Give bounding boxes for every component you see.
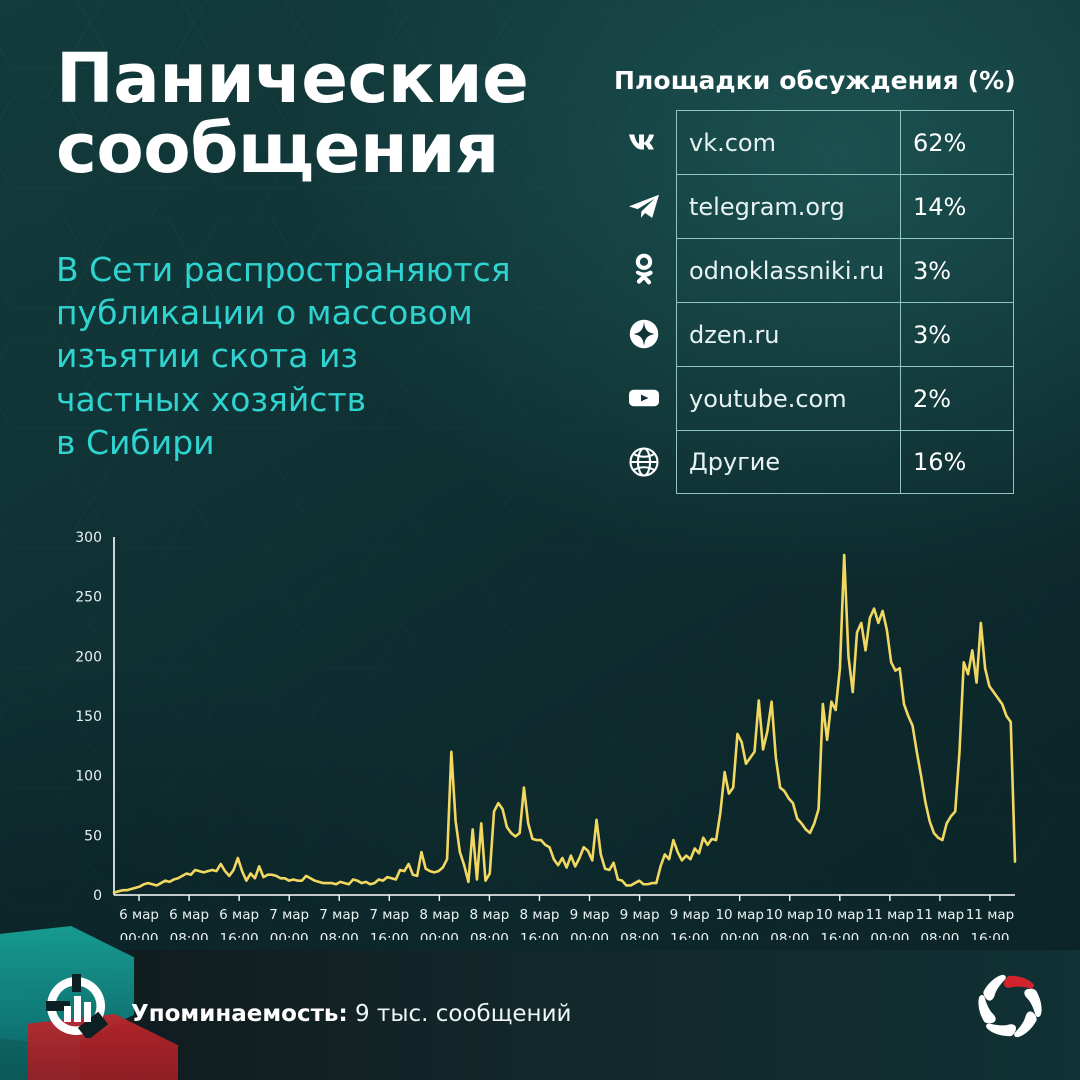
chart-axes	[113, 537, 1015, 896]
x-tick-day: 7 мар	[319, 907, 359, 923]
x-tick-day: 8 мар	[520, 907, 560, 923]
subtitle-line-5: в Сибири	[56, 422, 215, 462]
x-tick-day: 9 мар	[570, 907, 610, 923]
table-row: youtube.com 2%	[612, 366, 1014, 430]
x-axis-labels: 6 мар 00:00 6 мар 08:00 6 мар 16:00 7 мар 00:00…	[119, 907, 1014, 940]
subtitle-line-2: публикации о массовом	[56, 293, 473, 333]
title-line-1: Панические	[56, 39, 529, 119]
x-tick-time: 08:00	[470, 931, 509, 940]
y-tick-label: 150	[75, 709, 102, 725]
odnoklassniki-icon	[612, 238, 676, 302]
x-tick-time: 00:00	[270, 931, 309, 940]
x-tick-time: 00:00	[870, 931, 909, 940]
footer-label: Упоминаемость:	[131, 1001, 348, 1027]
title-line-2: сообщения	[56, 109, 499, 190]
subtitle-line-3: изъятии скота из	[56, 336, 358, 376]
platform-table-title: Площадки обсуждения (%)	[614, 66, 1016, 95]
platform-value: 16%	[901, 430, 1014, 494]
page-title: Панические сообщения	[56, 44, 616, 185]
footer-mentions: Упоминаемость: 9 тыс. сообщений	[131, 1001, 571, 1027]
x-tick-time: 00:00	[570, 931, 609, 940]
x-tick-time: 08:00	[920, 931, 959, 940]
x-tick-day: 7 мар	[269, 907, 309, 923]
dzen-icon	[612, 302, 676, 366]
table-row: telegram.org 14%	[612, 174, 1014, 238]
pinwheel-brand-icon	[978, 974, 1042, 1038]
platform-name: Другие	[676, 430, 901, 494]
x-tick-time: 00:00	[720, 931, 759, 940]
x-tick-day: 11 мар	[966, 907, 1015, 923]
platform-name: vk.com	[676, 110, 901, 174]
x-tick-time: 16:00	[520, 931, 559, 940]
x-tick-time: 16:00	[820, 931, 859, 940]
x-tick-day: 6 мар	[169, 907, 209, 923]
x-tick-time: 16:00	[220, 931, 259, 940]
x-tick-time: 00:00	[420, 931, 459, 940]
platform-value: 2%	[901, 366, 1014, 430]
x-tick-time: 00:00	[120, 931, 159, 940]
x-tick-time: 08:00	[770, 931, 809, 940]
platform-name: dzen.ru	[676, 302, 901, 366]
x-tick-day: 10 мар	[816, 907, 865, 923]
telegram-icon	[612, 174, 676, 238]
x-tick-time: 08:00	[320, 931, 359, 940]
x-tick-day: 10 мар	[766, 907, 815, 923]
x-tick-time: 16:00	[370, 931, 409, 940]
y-tick-label: 0	[93, 888, 102, 904]
platform-value: 3%	[901, 238, 1014, 302]
x-tick-day: 11 мар	[916, 907, 965, 923]
platform-value: 14%	[901, 174, 1014, 238]
platform-name: odnoklassniki.ru	[676, 238, 901, 302]
x-tick-day: 8 мар	[469, 907, 509, 923]
platform-name: telegram.org	[676, 174, 901, 238]
mentions-line	[112, 553, 1017, 894]
youtube-icon	[612, 366, 676, 430]
y-tick-label: 100	[75, 769, 102, 785]
y-axis-labels: 0 50 100 150 200 250 300	[75, 530, 102, 904]
table-row: odnoklassniki.ru 3%	[612, 238, 1014, 302]
subtitle-line-4: частных хозяйств	[56, 379, 367, 419]
footer-value: 9 тыс. сообщений	[354, 1001, 572, 1027]
platform-name: youtube.com	[676, 366, 901, 430]
x-tick-time: 08:00	[170, 931, 209, 940]
x-tick-time: 16:00	[971, 931, 1010, 940]
mentions-chart: 0 50 100 150 200 250 300 6 мар 00:00 6 мар 08:00 6…	[0, 520, 1080, 940]
vk-icon	[612, 110, 676, 174]
footer-band	[0, 950, 1080, 1080]
table-row: Другие 16%	[612, 430, 1014, 494]
x-axis-ticks	[138, 895, 991, 901]
x-tick-day: 10 мар	[715, 907, 764, 923]
platform-value: 3%	[901, 302, 1014, 366]
x-tick-day: 7 мар	[369, 907, 409, 923]
x-tick-day: 9 мар	[620, 907, 660, 923]
table-row: dzen.ru 3%	[612, 302, 1014, 366]
table-row: vk.com 62%	[612, 110, 1014, 174]
x-tick-day: 8 мар	[419, 907, 459, 923]
x-tick-day: 9 мар	[670, 907, 710, 923]
page-subtitle: В Сети распространяются публикации о мас…	[56, 248, 576, 464]
platform-value: 62%	[901, 110, 1014, 174]
y-tick-label: 50	[84, 828, 102, 844]
y-tick-label: 200	[75, 649, 102, 665]
globe-icon	[612, 430, 676, 494]
x-tick-time: 16:00	[670, 931, 709, 940]
analytics-donut-icon	[46, 974, 108, 1038]
x-tick-day: 11 мар	[866, 907, 915, 923]
x-tick-day: 6 мар	[219, 907, 259, 923]
y-tick-label: 300	[75, 530, 102, 546]
y-tick-label: 250	[75, 590, 102, 606]
x-tick-day: 6 мар	[119, 907, 159, 923]
subtitle-line-1: В Сети распространяются	[56, 250, 511, 289]
x-tick-time: 08:00	[620, 931, 659, 940]
platform-table: vk.com 62% telegram.org 14% odnoklassnik…	[612, 110, 1014, 494]
